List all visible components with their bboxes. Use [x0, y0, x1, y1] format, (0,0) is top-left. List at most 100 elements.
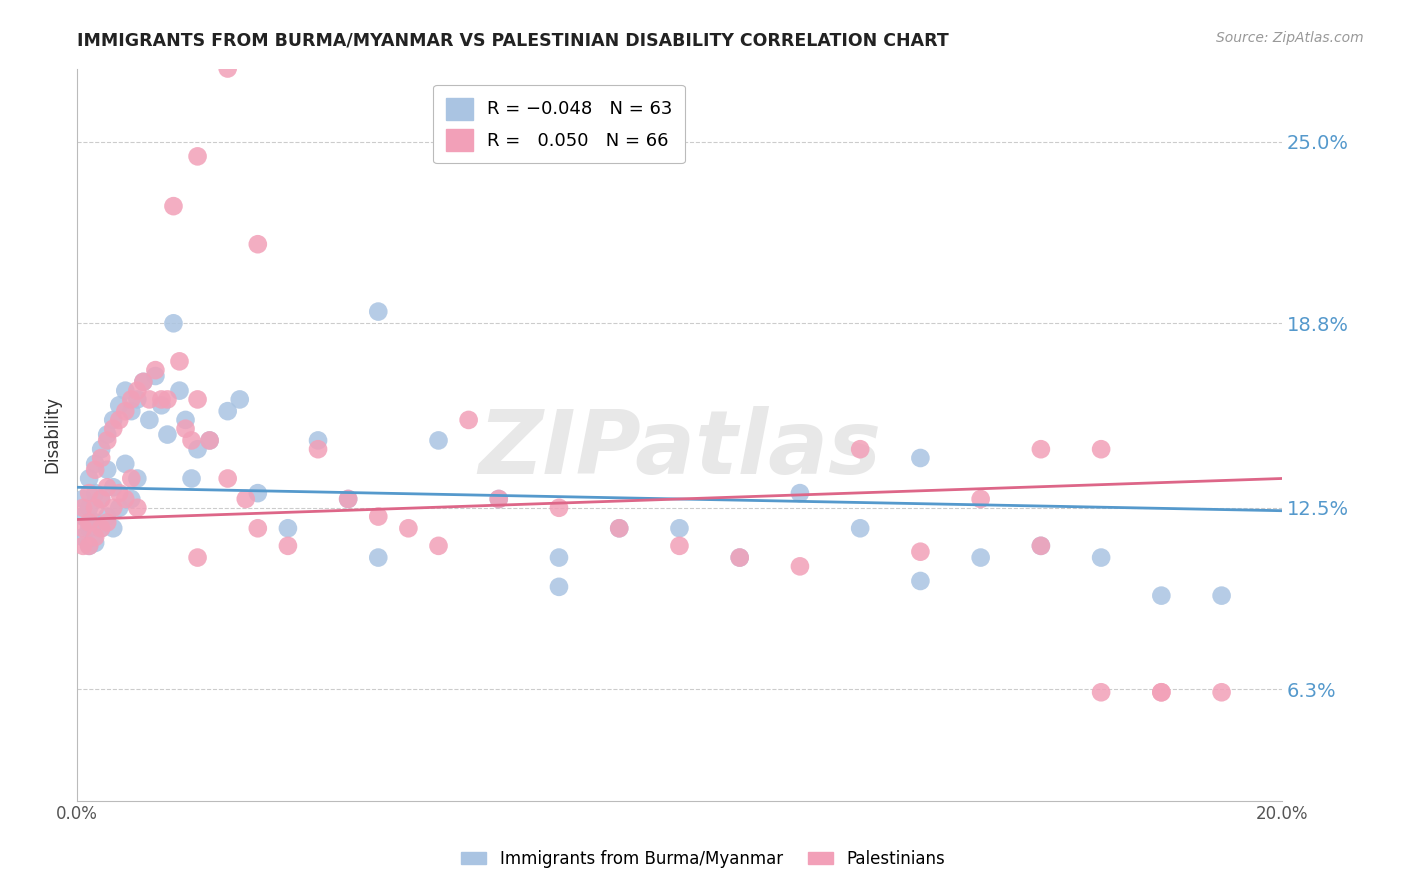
Point: [307, 442, 329, 457]
Point: [277, 539, 299, 553]
Point: [90, 491, 112, 506]
Point: [217, 471, 239, 485]
Point: [84, 486, 107, 500]
Point: [910, 545, 932, 559]
Point: [1150, 685, 1173, 699]
Point: [728, 550, 751, 565]
Point: [668, 539, 690, 553]
Point: [84, 530, 107, 544]
Point: [96, 463, 118, 477]
Point: [849, 442, 872, 457]
Point: [607, 521, 630, 535]
Point: [72, 500, 94, 515]
Point: [77, 521, 100, 535]
Point: [162, 316, 184, 330]
Point: [488, 491, 510, 506]
Point: [156, 427, 179, 442]
Point: [1211, 589, 1233, 603]
Point: [162, 199, 184, 213]
Point: [187, 392, 209, 407]
Point: [90, 442, 112, 457]
Point: [120, 491, 142, 506]
Point: [169, 384, 191, 398]
Legend: R = −0.048   N = 63, R =   0.050   N = 66: R = −0.048 N = 63, R = 0.050 N = 66: [433, 85, 685, 163]
Point: [96, 509, 118, 524]
Text: Source: ZipAtlas.com: Source: ZipAtlas.com: [1216, 31, 1364, 45]
Point: [77, 486, 100, 500]
Point: [77, 516, 100, 530]
Point: [120, 392, 142, 407]
Point: [969, 491, 991, 506]
Point: [108, 486, 131, 500]
Point: [138, 392, 160, 407]
Point: [246, 237, 269, 252]
Text: ZIPatlas: ZIPatlas: [478, 406, 882, 492]
Point: [1150, 589, 1173, 603]
Point: [127, 500, 149, 515]
Point: [548, 550, 571, 565]
Point: [108, 413, 131, 427]
Point: [90, 491, 112, 506]
Point: [114, 491, 136, 506]
Point: [246, 486, 269, 500]
Point: [1090, 550, 1112, 565]
Point: [114, 384, 136, 398]
Point: [789, 486, 811, 500]
Point: [180, 434, 202, 448]
Point: [849, 521, 872, 535]
Point: [103, 480, 125, 494]
Point: [72, 530, 94, 544]
Point: [246, 521, 269, 535]
Point: [229, 392, 252, 407]
Point: [607, 521, 630, 535]
Point: [96, 480, 118, 494]
Point: [174, 413, 197, 427]
Point: [72, 509, 94, 524]
Point: [367, 304, 389, 318]
Point: [457, 413, 479, 427]
Point: [337, 491, 360, 506]
Point: [72, 539, 94, 553]
Point: [84, 500, 107, 515]
Point: [367, 509, 389, 524]
Point: [127, 384, 149, 398]
Text: IMMIGRANTS FROM BURMA/MYANMAR VS PALESTINIAN DISABILITY CORRELATION CHART: IMMIGRANTS FROM BURMA/MYANMAR VS PALESTI…: [77, 31, 949, 49]
Point: [103, 500, 125, 515]
Point: [84, 516, 107, 530]
Point: [90, 521, 112, 535]
Point: [789, 559, 811, 574]
Point: [1029, 539, 1052, 553]
Point: [84, 457, 107, 471]
Point: [169, 354, 191, 368]
Point: [138, 413, 160, 427]
Point: [488, 491, 510, 506]
Point: [969, 550, 991, 565]
Point: [84, 536, 107, 550]
Point: [1090, 442, 1112, 457]
Point: [910, 450, 932, 465]
Point: [277, 521, 299, 535]
Point: [132, 375, 155, 389]
Point: [103, 413, 125, 427]
Point: [1150, 685, 1173, 699]
Point: [307, 434, 329, 448]
Point: [114, 457, 136, 471]
Point: [96, 516, 118, 530]
Point: [145, 369, 167, 384]
Point: [127, 392, 149, 407]
Point: [180, 471, 202, 485]
Point: [1029, 539, 1052, 553]
Point: [150, 398, 173, 412]
Point: [548, 580, 571, 594]
Point: [668, 521, 690, 535]
Point: [1029, 442, 1052, 457]
Point: [548, 500, 571, 515]
Point: [77, 539, 100, 553]
Point: [108, 398, 131, 412]
Point: [187, 149, 209, 163]
Point: [120, 404, 142, 418]
Point: [96, 434, 118, 448]
Point: [120, 471, 142, 485]
Point: [84, 463, 107, 477]
Point: [96, 427, 118, 442]
